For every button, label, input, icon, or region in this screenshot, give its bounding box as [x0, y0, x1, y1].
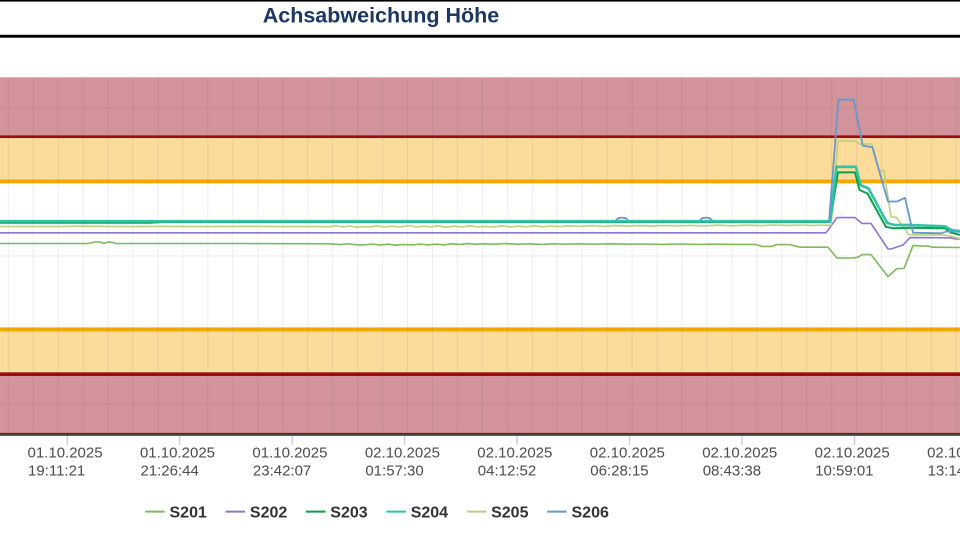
svg-text:02.10.2025: 02.10.2025 [702, 444, 777, 461]
svg-text:19:11:21: 19:11:21 [28, 463, 85, 480]
svg-text:13:14:25: 13:14:25 [928, 463, 960, 480]
svg-text:Achsabweichung Höhe: Achsabweichung Höhe [263, 4, 500, 28]
svg-text:02.10.2025: 02.10.2025 [590, 444, 665, 461]
svg-text:S206: S206 [572, 505, 609, 522]
svg-text:23:42:07: 23:42:07 [253, 463, 311, 480]
svg-text:02.10.2025: 02.10.2025 [815, 444, 890, 461]
svg-text:S205: S205 [491, 505, 528, 522]
svg-text:06:28:15: 06:28:15 [590, 463, 648, 480]
svg-text:S204: S204 [411, 505, 448, 522]
svg-text:01.10.2025: 01.10.2025 [140, 444, 215, 461]
svg-text:02.10.2025: 02.10.2025 [477, 444, 552, 461]
svg-text:S201: S201 [170, 505, 207, 522]
svg-text:21:26:44: 21:26:44 [140, 463, 198, 480]
svg-text:02.10.2025: 02.10.2025 [927, 444, 960, 461]
svg-text:02.10.2025: 02.10.2025 [365, 444, 440, 461]
svg-text:10:59:01: 10:59:01 [815, 463, 873, 480]
svg-text:01.10.2025: 01.10.2025 [28, 444, 103, 461]
svg-text:04:12:52: 04:12:52 [478, 463, 536, 480]
svg-text:01:57:30: 01:57:30 [365, 463, 423, 480]
svg-text:S202: S202 [250, 505, 287, 522]
svg-text:08:43:38: 08:43:38 [703, 463, 761, 480]
svg-text:S203: S203 [330, 505, 367, 522]
svg-text:01.10.2025: 01.10.2025 [252, 444, 327, 461]
